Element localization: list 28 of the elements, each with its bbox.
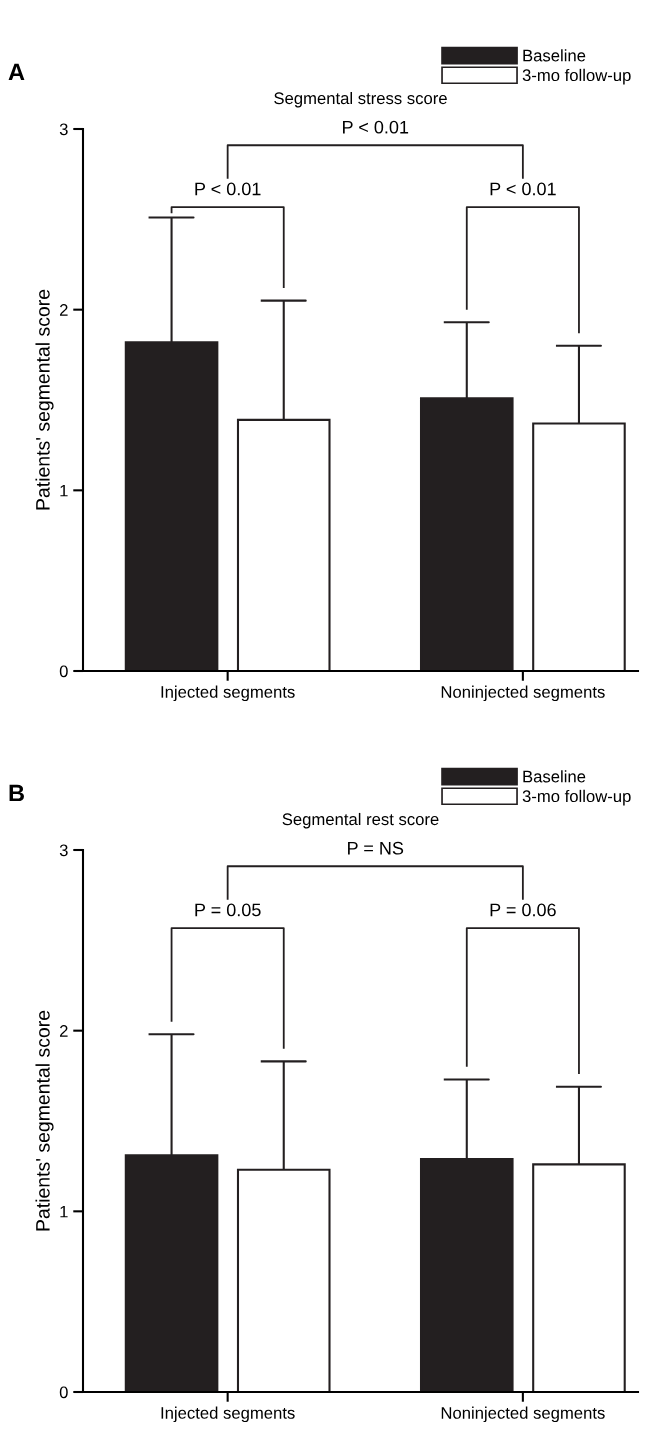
legend-label: 3-mo follow-up [522,789,631,806]
y-tick-label: 2 [59,1025,68,1037]
y-axis-title: Patients' segmental score [35,1010,54,1231]
annotation: P < 0.01 [490,182,556,196]
y-tick-label: 0 [59,665,68,678]
y-tick-label: 3 [59,844,68,857]
legend-label: Baseline [523,49,586,62]
annotation: P < 0.01 [195,182,261,196]
y-tick-label: 1 [60,1205,68,1218]
x-tick-label: Injected segments [161,1406,295,1423]
text: B [9,784,24,802]
x-tick-label: Noninjected segments [441,685,605,702]
chart-title: Segmental rest score [282,812,439,829]
chart-title: Segmental stress score [274,91,447,108]
annotation: P = 0.05 [195,903,261,917]
text: A [8,63,25,81]
annotation: P = 0.06 [490,903,556,917]
y-tick-label: 3 [59,123,68,136]
legend-label: 3-mo follow-up [522,68,631,85]
y-tick-label: 0 [59,1386,68,1399]
y-axis-title: Patients' segmental score [35,289,54,510]
legend-label: Baseline [523,770,586,783]
y-tick-label: 2 [59,304,68,316]
annotation: P = NS [348,841,404,855]
y-tick-label: 1 [60,484,68,497]
x-tick-label: Noninjected segments [441,1406,605,1423]
x-tick-label: Injected segments [161,685,295,702]
annotation: P < 0.01 [343,120,409,134]
